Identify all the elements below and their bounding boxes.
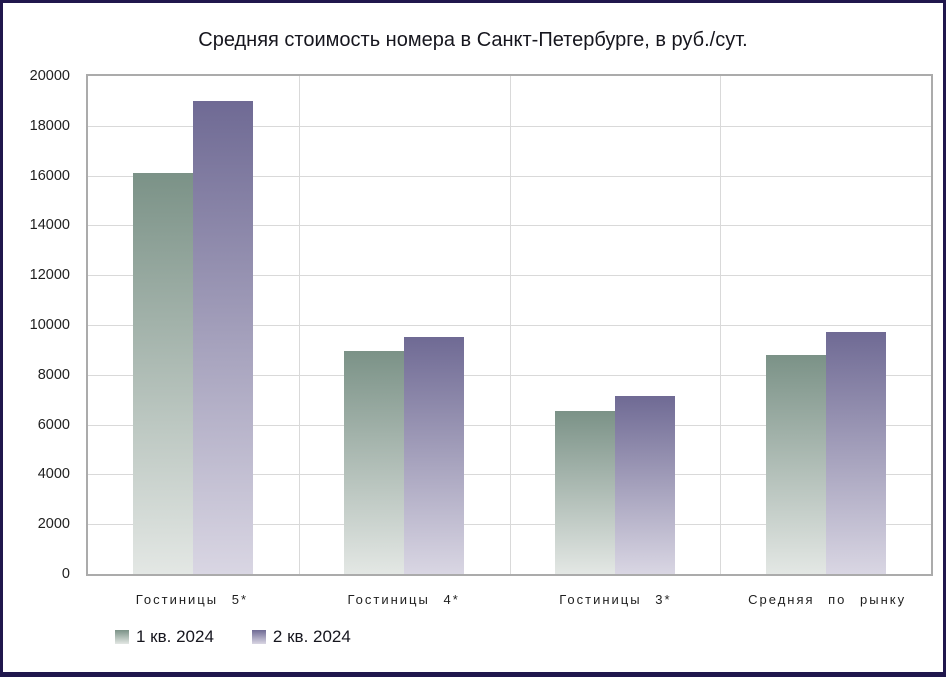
bar-groups [88, 76, 931, 574]
gridline-vertical [298, 76, 300, 574]
y-tick-label: 6000 [37, 416, 70, 433]
x-category-label: Гостиницы 5* [135, 592, 248, 607]
y-tick-label: 14000 [29, 217, 70, 234]
legend-item: 2 кв. 2024 [251, 627, 351, 647]
x-category-label: Гостиницы 3* [559, 592, 672, 607]
bar-group [88, 76, 299, 574]
y-axis-tick-labels: 0 2000 4000 6000 8000 10000 12000 14000 16000 180… [3, 68, 78, 582]
y-tick-label: 10000 [29, 317, 70, 333]
y-tick-label: 4000 [37, 466, 70, 483]
y-tick-label: 20000 [29, 68, 70, 84]
bar [133, 173, 194, 574]
bar [344, 351, 405, 574]
legend: 1 кв. 2024 2 кв. 2024 [115, 627, 351, 647]
legend-swatch-icon [115, 630, 129, 644]
legend-label: 1 кв. 2024 [136, 627, 214, 646]
y-tick-label: 18000 [29, 117, 70, 134]
bar [825, 332, 886, 574]
chart-title: Средняя стоимость номера в Санкт-Петербу… [198, 29, 748, 51]
x-category-label: Гостиницы 4* [347, 592, 460, 607]
y-tick-label: 8000 [37, 366, 70, 383]
y-tick-label: 0 [61, 566, 70, 582]
y-tick-label: 2000 [37, 516, 70, 533]
x-category-label: Средняя по рынку [748, 592, 907, 607]
bar [193, 100, 254, 574]
y-tick-label: 12000 [29, 267, 70, 284]
bar-group [510, 76, 721, 574]
y-tick-label: 16000 [29, 167, 70, 184]
plot-area [86, 74, 933, 576]
bar [554, 410, 615, 574]
legend-item: 1 кв. 2024 [115, 627, 214, 647]
bar-group [299, 76, 510, 574]
gridline-vertical [720, 76, 722, 574]
bar-group [720, 76, 931, 574]
legend-swatch-icon [251, 630, 266, 644]
gridline-vertical [509, 76, 511, 574]
bar [614, 395, 675, 574]
bar [765, 354, 826, 574]
x-axis-category-labels: Гостиницы 5* Гостиницы 4* Гостиницы 3* Сред… [86, 584, 933, 607]
bar [404, 337, 465, 574]
legend-label: 2 кв. 2024 [272, 627, 351, 646]
